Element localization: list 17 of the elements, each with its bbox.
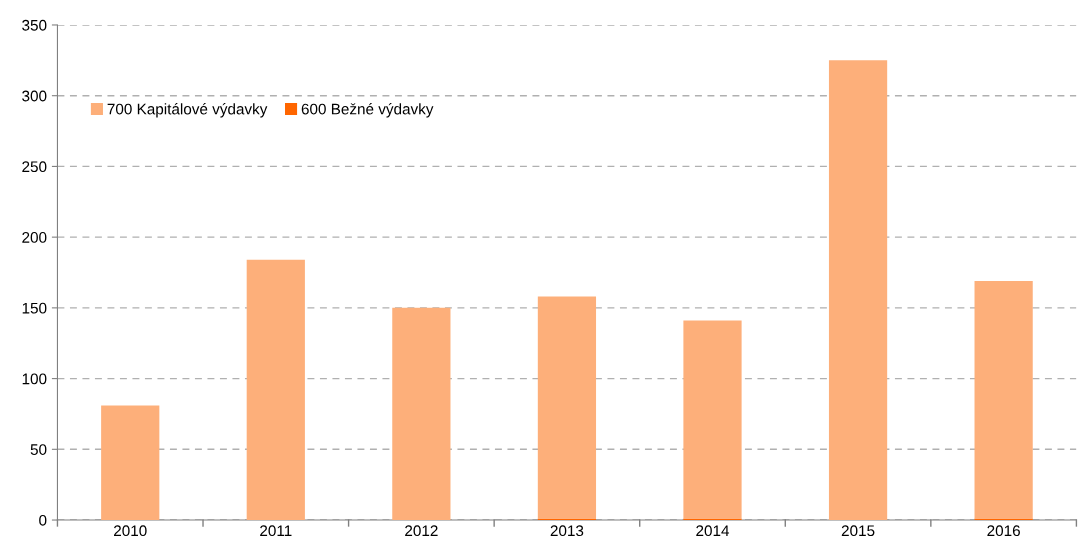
y-tick-label: 100: [22, 373, 47, 385]
x-tick-label: 2013: [550, 525, 584, 537]
legend-label: 700 Kapitálové výdavky: [107, 103, 268, 118]
x-tick-label: 2011: [260, 525, 292, 537]
x-tick-label: 2015: [841, 525, 875, 537]
y-tick-label: 50: [30, 444, 47, 455]
y-tick-label: 150: [22, 302, 47, 314]
x-tick-label: 2012: [405, 525, 438, 537]
y-tick-label: 350: [22, 19, 47, 31]
y-tick-label: 250: [22, 161, 47, 173]
y-tick-label: 300: [22, 90, 47, 102]
y-tick-label: 0: [39, 514, 47, 526]
legend-label: 600 Bežné výdavky: [301, 103, 434, 118]
x-tick-label: 2016: [987, 525, 1020, 537]
x-tick-label: 2014: [696, 525, 730, 537]
y-tick-label: 200: [22, 232, 47, 243]
x-tick-label: 2010: [114, 525, 147, 537]
